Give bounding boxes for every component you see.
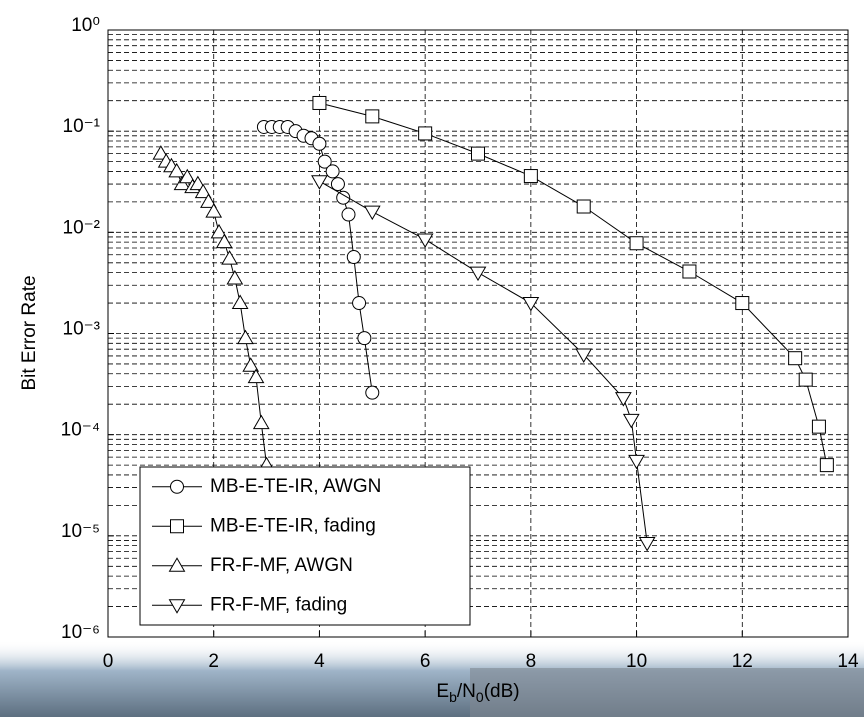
marker — [170, 519, 184, 534]
legend-box — [139, 466, 471, 626]
marker — [365, 385, 380, 400]
marker — [325, 164, 340, 179]
marker — [614, 392, 632, 407]
marker — [735, 296, 750, 311]
x-axis-label: Eb/N0(dB) — [436, 681, 519, 705]
marker — [469, 266, 487, 282]
x-tick-label: 14 — [837, 651, 859, 672]
marker — [317, 154, 332, 169]
marker — [252, 414, 270, 430]
x-tick-label: 0 — [103, 651, 114, 672]
x-tick-label: 12 — [732, 651, 753, 672]
marker — [622, 413, 640, 429]
x-axis-label-part: 0 — [476, 689, 484, 705]
marker — [357, 331, 372, 346]
y-axis-label: Bit Error Rate — [19, 275, 40, 390]
marker — [638, 536, 656, 552]
y-tick-label: 10⁻⁵ — [61, 521, 100, 542]
legend-label: FR-F-MF, AWGN — [210, 555, 353, 576]
legend-label: MB-E-TE-IR, AWGN — [210, 476, 381, 497]
marker — [575, 348, 593, 364]
y-tick-label: 10⁻³ — [63, 319, 101, 340]
marker — [346, 250, 361, 265]
marker — [629, 236, 644, 251]
marker — [811, 419, 826, 434]
marker — [788, 351, 803, 366]
marker — [363, 205, 381, 221]
marker — [336, 190, 351, 205]
legend-label: FR-F-MF, fading — [210, 594, 347, 615]
marker — [330, 177, 345, 192]
marker — [341, 207, 356, 222]
x-axis-label-part: (dB) — [484, 681, 520, 702]
marker — [312, 136, 327, 151]
x-axis-label-part: /N — [457, 681, 476, 702]
y-tick-label: 10⁰ — [71, 15, 100, 36]
x-tick-label: 2 — [208, 651, 219, 672]
marker — [170, 479, 184, 494]
series-line — [319, 180, 648, 544]
marker — [311, 175, 328, 190]
x-tick-label: 4 — [314, 651, 325, 672]
marker — [522, 297, 540, 312]
marker — [205, 203, 223, 218]
marker — [194, 183, 212, 199]
y-tick-label: 10⁻⁴ — [61, 420, 100, 441]
marker — [628, 454, 645, 470]
y-tick-label: 10⁻¹ — [63, 116, 101, 137]
marker — [215, 233, 233, 249]
marker — [231, 294, 249, 310]
marker — [523, 169, 538, 184]
y-tick-label: 10⁻² — [63, 217, 101, 238]
marker — [247, 368, 265, 384]
marker — [352, 296, 367, 311]
x-axis-label-part: E — [436, 681, 449, 702]
marker — [200, 193, 217, 208]
marker — [221, 250, 238, 265]
marker — [168, 599, 186, 614]
marker — [226, 269, 244, 285]
x-axis-label-part: b — [449, 689, 457, 705]
marker — [418, 126, 433, 141]
marker — [682, 264, 697, 279]
marker — [416, 233, 434, 248]
marker — [798, 372, 813, 387]
marker — [210, 223, 228, 239]
marker — [312, 95, 327, 110]
marker — [237, 329, 254, 345]
marker — [242, 357, 260, 372]
marker — [168, 162, 186, 178]
legend-label: MB-E-TE-IR, fading — [210, 515, 376, 536]
x-tick-label: 10 — [626, 651, 647, 672]
marker — [365, 109, 380, 124]
marker — [178, 168, 196, 184]
y-tick-label: 10⁻⁶ — [61, 622, 100, 643]
x-tick-label: 8 — [526, 651, 537, 672]
x-tick-label: 6 — [420, 651, 431, 672]
marker — [576, 199, 591, 214]
background-building — [470, 668, 864, 717]
marker — [819, 458, 834, 473]
marker — [168, 557, 186, 572]
marker — [471, 146, 485, 161]
